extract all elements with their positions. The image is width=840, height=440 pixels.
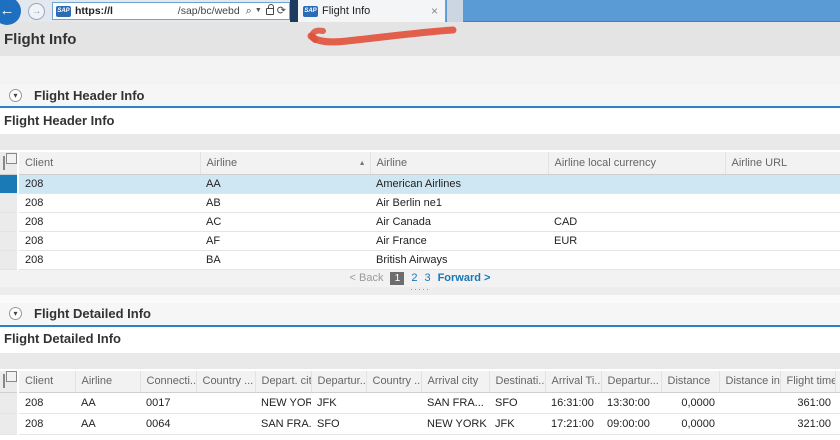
page-number-current: 1 bbox=[390, 271, 405, 285]
table-header-row: Client Airline ▲ Airline Airline local cu… bbox=[0, 152, 840, 175]
page-number-link[interactable]: 3 bbox=[424, 272, 431, 284]
col-arrival-city[interactable]: Arrival city bbox=[421, 370, 490, 393]
back-button[interactable]: ← bbox=[0, 0, 21, 25]
section-header-flight-header-info: ▾ Flight Header Info bbox=[0, 84, 840, 108]
select-all-header[interactable] bbox=[0, 370, 19, 393]
browser-chrome: ← → SAP https://l /sap/bc/webd ⌕ ▼ ⟳ SAP… bbox=[0, 0, 840, 25]
page-forward-button[interactable]: Forward > bbox=[437, 272, 491, 284]
table-resize-handle[interactable]: ····· bbox=[0, 284, 840, 295]
subheader-band bbox=[0, 56, 840, 84]
table-row[interactable]: 208 AA 0017 NEW YORK JFK SAN FRA... SFO … bbox=[0, 392, 840, 414]
panel-title: Flight Detailed Info bbox=[4, 331, 121, 346]
address-bar[interactable]: SAP https://l /sap/bc/webd ⌕ ▼ ⟳ bbox=[52, 2, 290, 20]
col-airline-currency[interactable]: Airline local currency bbox=[548, 152, 726, 175]
select-all-header[interactable] bbox=[0, 152, 19, 175]
flight-detail-table: Client Airline Connecti... Country ... D… bbox=[0, 370, 840, 435]
col-flight-time[interactable]: Flight time bbox=[780, 370, 836, 393]
col-airline-url[interactable]: Airline URL bbox=[725, 152, 840, 175]
section-header-flight-detailed-info: ▾ Flight Detailed Info bbox=[0, 302, 840, 327]
url-suffix: /sap/bc/webd bbox=[177, 5, 240, 17]
row-selector[interactable] bbox=[0, 250, 19, 270]
col-country-to[interactable]: Country ... bbox=[366, 370, 422, 393]
table-row[interactable]: 208 AA American Airlines bbox=[0, 174, 840, 194]
col-airline[interactable]: Airline bbox=[75, 370, 141, 393]
col-client[interactable]: Client bbox=[18, 370, 76, 393]
page-header: Flight Info bbox=[0, 22, 840, 56]
col-country-from[interactable]: Country ... bbox=[196, 370, 256, 393]
lock-icon[interactable] bbox=[265, 3, 274, 15]
table-row[interactable]: 208 BA British Airways bbox=[0, 250, 840, 270]
search-icon[interactable]: ⌕ bbox=[245, 5, 252, 17]
row-selector[interactable] bbox=[0, 231, 19, 251]
col-airline-code[interactable]: Airline ▲ bbox=[200, 152, 371, 175]
row-selector[interactable] bbox=[0, 193, 19, 213]
page-back-button[interactable]: < Back bbox=[349, 272, 384, 284]
chevron-right-icon: > bbox=[484, 272, 491, 284]
select-all-icon bbox=[3, 374, 5, 389]
col-destination[interactable]: Destinati... bbox=[489, 370, 546, 393]
col-departure-airport[interactable]: Departur... bbox=[311, 370, 367, 393]
table-toolbar bbox=[0, 132, 840, 152]
col-client[interactable]: Client bbox=[18, 152, 201, 175]
table-row[interactable]: 208 AA 0064 SAN FRA... SFO NEW YORK JFK … bbox=[0, 413, 840, 435]
col-departure-city[interactable]: Depart. city bbox=[255, 370, 312, 393]
url-prefix: https://l bbox=[75, 5, 113, 17]
col-clipped bbox=[835, 370, 840, 393]
table-toolbar bbox=[0, 350, 840, 371]
section-gap bbox=[0, 294, 840, 303]
refresh-icon[interactable]: ⟳ bbox=[276, 5, 286, 17]
chevron-left-icon: < bbox=[349, 272, 356, 284]
col-connection[interactable]: Connecti... bbox=[140, 370, 197, 393]
chevron-down-icon[interactable]: ▼ bbox=[254, 7, 262, 14]
table-row[interactable]: 208 AB Air Berlin ne1 bbox=[0, 193, 840, 213]
collapse-icon[interactable]: ▾ bbox=[9, 307, 22, 320]
row-selector[interactable] bbox=[0, 212, 19, 232]
sort-ascending-icon: ▲ bbox=[358, 159, 366, 167]
page-number-link[interactable]: 2 bbox=[411, 272, 418, 284]
section-title: Flight Detailed Info bbox=[34, 306, 151, 321]
row-selector[interactable] bbox=[0, 392, 19, 414]
panel-title-row: Flight Header Info bbox=[0, 108, 840, 132]
col-distance[interactable]: Distance bbox=[661, 370, 720, 393]
sap-favicon: SAP bbox=[303, 5, 318, 17]
tab-title: Flight Info bbox=[322, 5, 371, 17]
close-icon[interactable]: × bbox=[430, 4, 438, 18]
pagination: < Back 1 2 3 Forward > bbox=[0, 269, 840, 287]
collapse-icon[interactable]: ▾ bbox=[9, 88, 22, 102]
col-distance-in[interactable]: Distance in bbox=[719, 370, 781, 393]
panel-title-row: Flight Detailed Info bbox=[0, 326, 840, 351]
table-row[interactable]: 208 AF Air France EUR bbox=[0, 231, 840, 251]
browser-tab[interactable]: SAP Flight Info × bbox=[298, 0, 446, 22]
section-title: Flight Header Info bbox=[34, 87, 145, 103]
new-tab-stub[interactable] bbox=[447, 0, 463, 22]
table-header-row: Client Airline Connecti... Country ... D… bbox=[0, 370, 840, 393]
row-selector[interactable] bbox=[0, 413, 19, 435]
forward-arrow-icon: → bbox=[31, 6, 42, 17]
sap-favicon: SAP bbox=[56, 5, 71, 17]
col-arrival-time[interactable]: Arrival Ti... bbox=[545, 370, 602, 393]
forward-button[interactable]: → bbox=[28, 3, 45, 20]
tab-separator bbox=[290, 0, 298, 22]
flight-header-table: Client Airline ▲ Airline Airline local cu… bbox=[0, 152, 840, 270]
col-departure-time[interactable]: Departur... bbox=[601, 370, 662, 393]
table-row[interactable]: 208 AC Air Canada CAD bbox=[0, 212, 840, 232]
select-all-icon bbox=[3, 155, 5, 170]
panel-title: Flight Header Info bbox=[4, 112, 115, 128]
back-arrow-icon: ← bbox=[0, 2, 15, 19]
col-airline-name[interactable]: Airline bbox=[370, 152, 549, 175]
row-selector[interactable] bbox=[0, 174, 19, 194]
page-title: Flight Info bbox=[4, 30, 77, 48]
